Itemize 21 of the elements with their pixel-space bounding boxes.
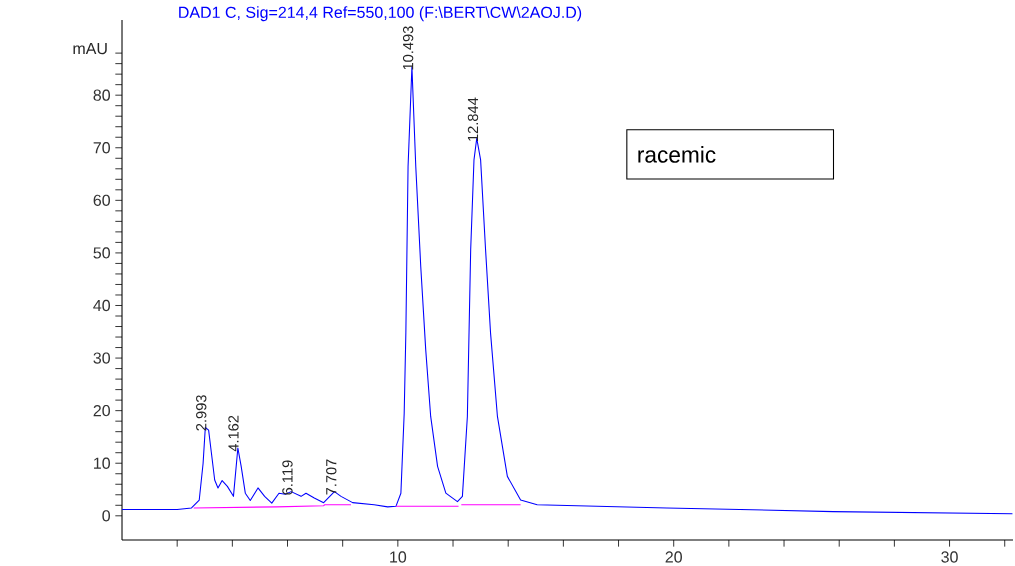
annotation: 10.493 <box>402 26 414 70</box>
y-tick-label: 70 <box>93 142 111 154</box>
annotation: 4.162 <box>228 415 239 452</box>
y-tick-label: 80 <box>93 89 111 101</box>
y-tick-label: 40 <box>93 299 111 312</box>
annotation: 2.993 <box>196 395 207 431</box>
y-tick-label: 60 <box>93 194 111 206</box>
x-tick-label: 20 <box>665 551 682 563</box>
y-tick-label: 50 <box>93 247 111 259</box>
annotation: 7.707 <box>326 459 337 495</box>
y-tick-label: 20 <box>93 404 111 417</box>
annotation: 12.844 <box>467 97 479 141</box>
x-tick-label: 30 <box>941 551 958 563</box>
y-tick-label: 10 <box>94 457 111 469</box>
y-axis-title: mAU <box>73 43 107 55</box>
annotation: 6.119 <box>282 460 293 495</box>
y-tick-label: 0 <box>102 510 111 522</box>
annotation: racemic <box>638 146 716 163</box>
chart-title: DAD1 C, Sig=214,4 Ref=550,100 (F:\BERT\CW\2AOJ.D) <box>179 6 582 22</box>
y-tick-label: 30 <box>93 352 111 364</box>
x-tick-label: 10 <box>390 551 407 563</box>
